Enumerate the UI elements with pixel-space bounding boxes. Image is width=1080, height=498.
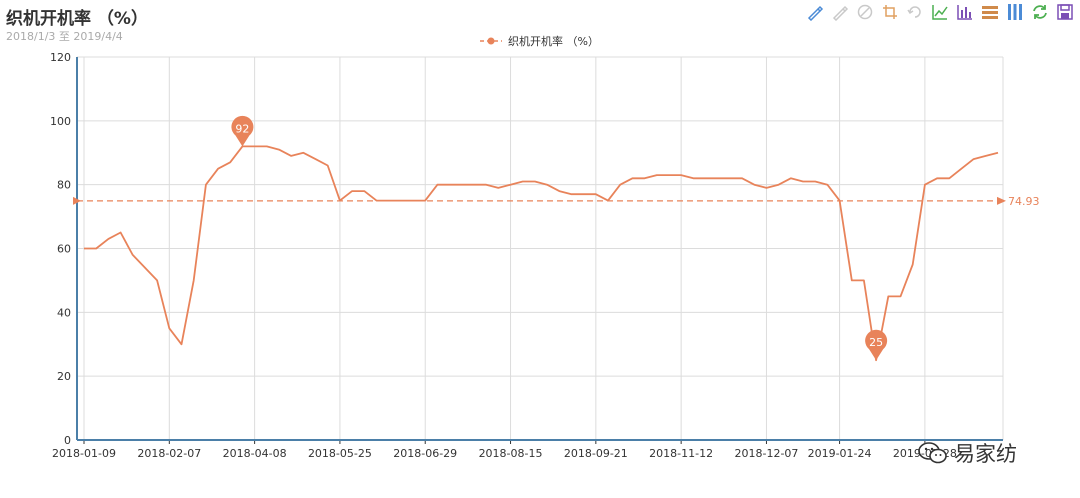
average-line-label: 74.93	[1008, 195, 1040, 208]
chart-title: 织机开机率 （%）	[6, 9, 148, 29]
mark-clear-icon[interactable]	[856, 3, 874, 21]
y-tick-label: 40	[57, 306, 71, 319]
y-tick-label: 100	[50, 115, 71, 128]
zoom-reset-icon[interactable]	[906, 3, 924, 21]
x-tick-label: 2018-06-29	[393, 447, 457, 460]
x-tick-label: 2018-11-12	[649, 447, 713, 460]
refresh-icon[interactable]	[1031, 3, 1049, 21]
legend-label: 织机开机率 （%）	[508, 35, 599, 48]
watermark-text: 易家纺	[954, 442, 1017, 466]
y-tick-label: 120	[50, 51, 71, 64]
bar-chart-icon[interactable]	[956, 3, 974, 21]
legend[interactable]: 织机开机率 （%）	[480, 33, 599, 49]
mark-undo-icon[interactable]	[831, 3, 849, 21]
x-tick-label: 2018-02-07	[137, 447, 201, 460]
min-mark-pin[interactable]	[865, 329, 888, 361]
legend-line-icon	[480, 37, 502, 45]
watermark: 易家纺	[918, 438, 1017, 468]
chart-subtitle: 2018/1/3 至 2019/4/4	[6, 30, 123, 43]
line-chart-icon[interactable]	[931, 3, 949, 21]
y-tick-label: 80	[57, 179, 71, 192]
x-tick-label: 2018-05-25	[308, 447, 372, 460]
tiled-icon[interactable]	[1006, 3, 1024, 21]
x-tick-label: 2018-01-09	[52, 447, 116, 460]
wechat-icon	[918, 442, 947, 464]
x-tick-label: 2019-01-24	[808, 447, 872, 460]
average-line-end-marker	[997, 196, 1006, 205]
average-line-start-marker	[73, 196, 81, 205]
x-tick-label: 2018-08-15	[479, 447, 543, 460]
x-tick-label: 2018-09-21	[564, 447, 628, 460]
stack-icon[interactable]	[981, 3, 999, 21]
mark-icon[interactable]	[806, 3, 824, 21]
max-mark-label: 92	[235, 122, 249, 135]
series-line[interactable]	[84, 145, 999, 362]
min-mark-label: 25	[869, 336, 883, 349]
y-tick-label: 20	[57, 370, 71, 383]
y-tick-label: 60	[57, 243, 71, 256]
x-tick-label: 2018-04-08	[223, 447, 287, 460]
save-icon[interactable]	[1056, 3, 1074, 21]
toolbox	[806, 3, 1074, 21]
zoom-icon[interactable]	[881, 3, 899, 21]
x-tick-label: 2018-12-07	[734, 447, 798, 460]
y-tick-label: 0	[64, 434, 71, 447]
max-mark-pin[interactable]	[231, 115, 254, 147]
